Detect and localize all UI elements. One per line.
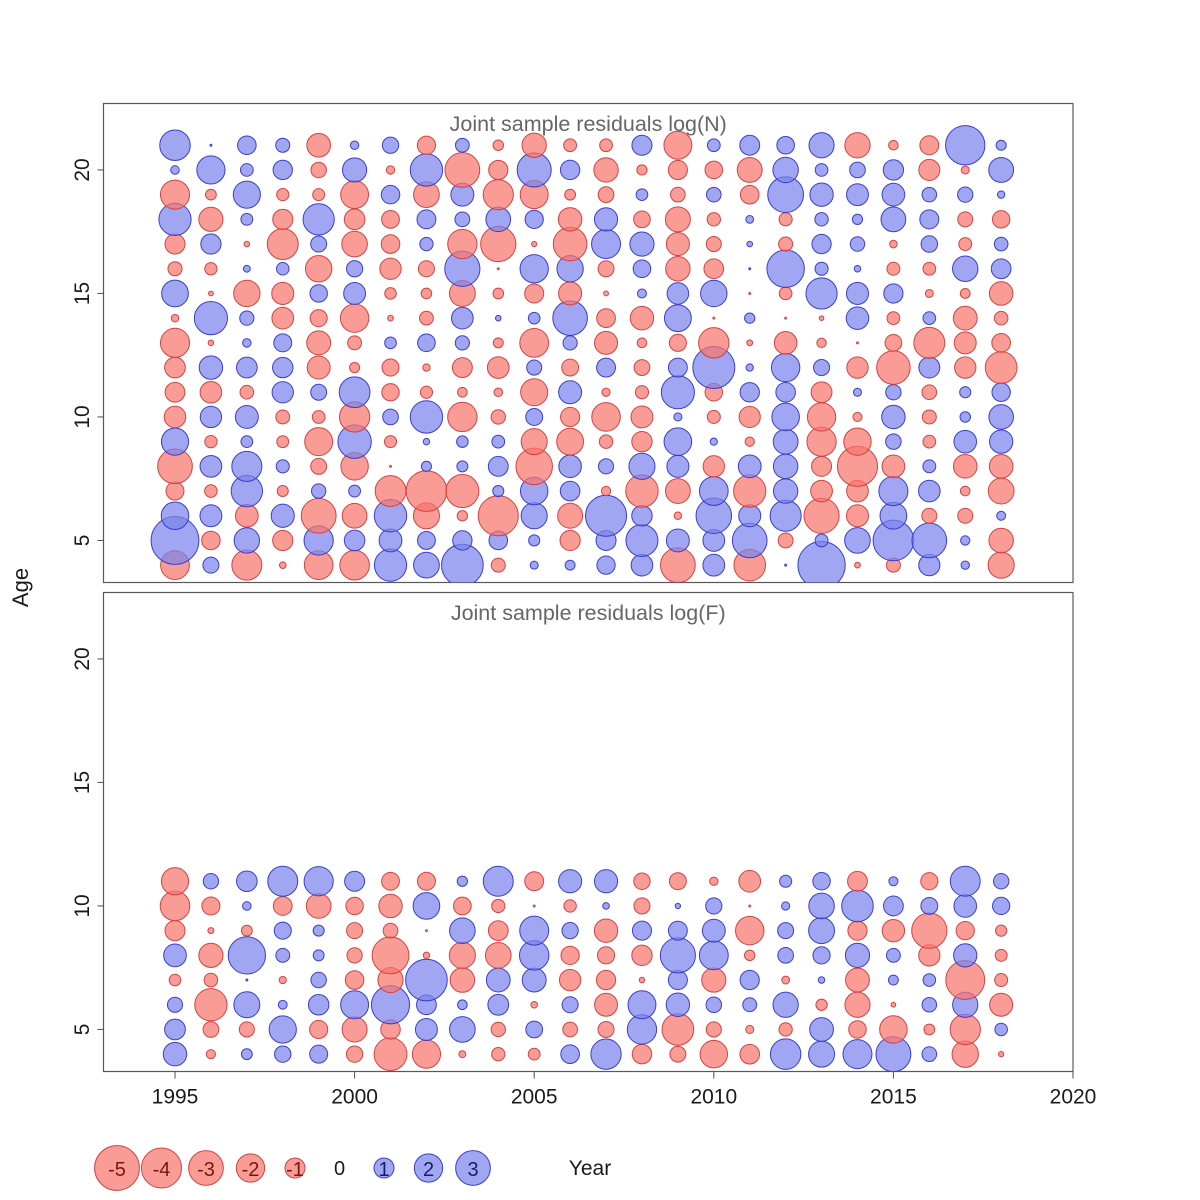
svg-text:2015: 2015: [870, 1086, 917, 1109]
svg-text:10: 10: [71, 405, 94, 428]
svg-text:5: 5: [71, 1024, 94, 1036]
svg-text:2010: 2010: [690, 1086, 737, 1109]
svg-text:Joint sample residuals log(F): Joint sample residuals log(F): [451, 601, 726, 625]
svg-text:-2: -2: [242, 1159, 260, 1181]
svg-text:2000: 2000: [331, 1086, 378, 1109]
svg-text:Age: Age: [8, 568, 33, 607]
svg-text:Joint sample residuals log(N): Joint sample residuals log(N): [450, 112, 727, 136]
svg-text:1: 1: [378, 1159, 389, 1181]
svg-text:2020: 2020: [1050, 1086, 1097, 1109]
svg-text:1995: 1995: [152, 1086, 199, 1109]
svg-text:10: 10: [71, 894, 94, 917]
svg-text:2005: 2005: [511, 1086, 558, 1109]
svg-text:-5: -5: [108, 1159, 126, 1181]
svg-text:-4: -4: [153, 1159, 171, 1181]
svg-text:15: 15: [71, 282, 94, 305]
svg-text:Year: Year: [569, 1157, 611, 1180]
svg-text:5: 5: [71, 535, 94, 547]
svg-text:20: 20: [71, 647, 94, 670]
svg-text:20: 20: [71, 158, 94, 181]
svg-text:-3: -3: [197, 1159, 215, 1181]
svg-text:15: 15: [71, 771, 94, 794]
svg-text:0: 0: [334, 1158, 345, 1180]
svg-text:2: 2: [423, 1159, 434, 1181]
svg-text:3: 3: [467, 1159, 478, 1181]
svg-text:-1: -1: [286, 1159, 304, 1181]
